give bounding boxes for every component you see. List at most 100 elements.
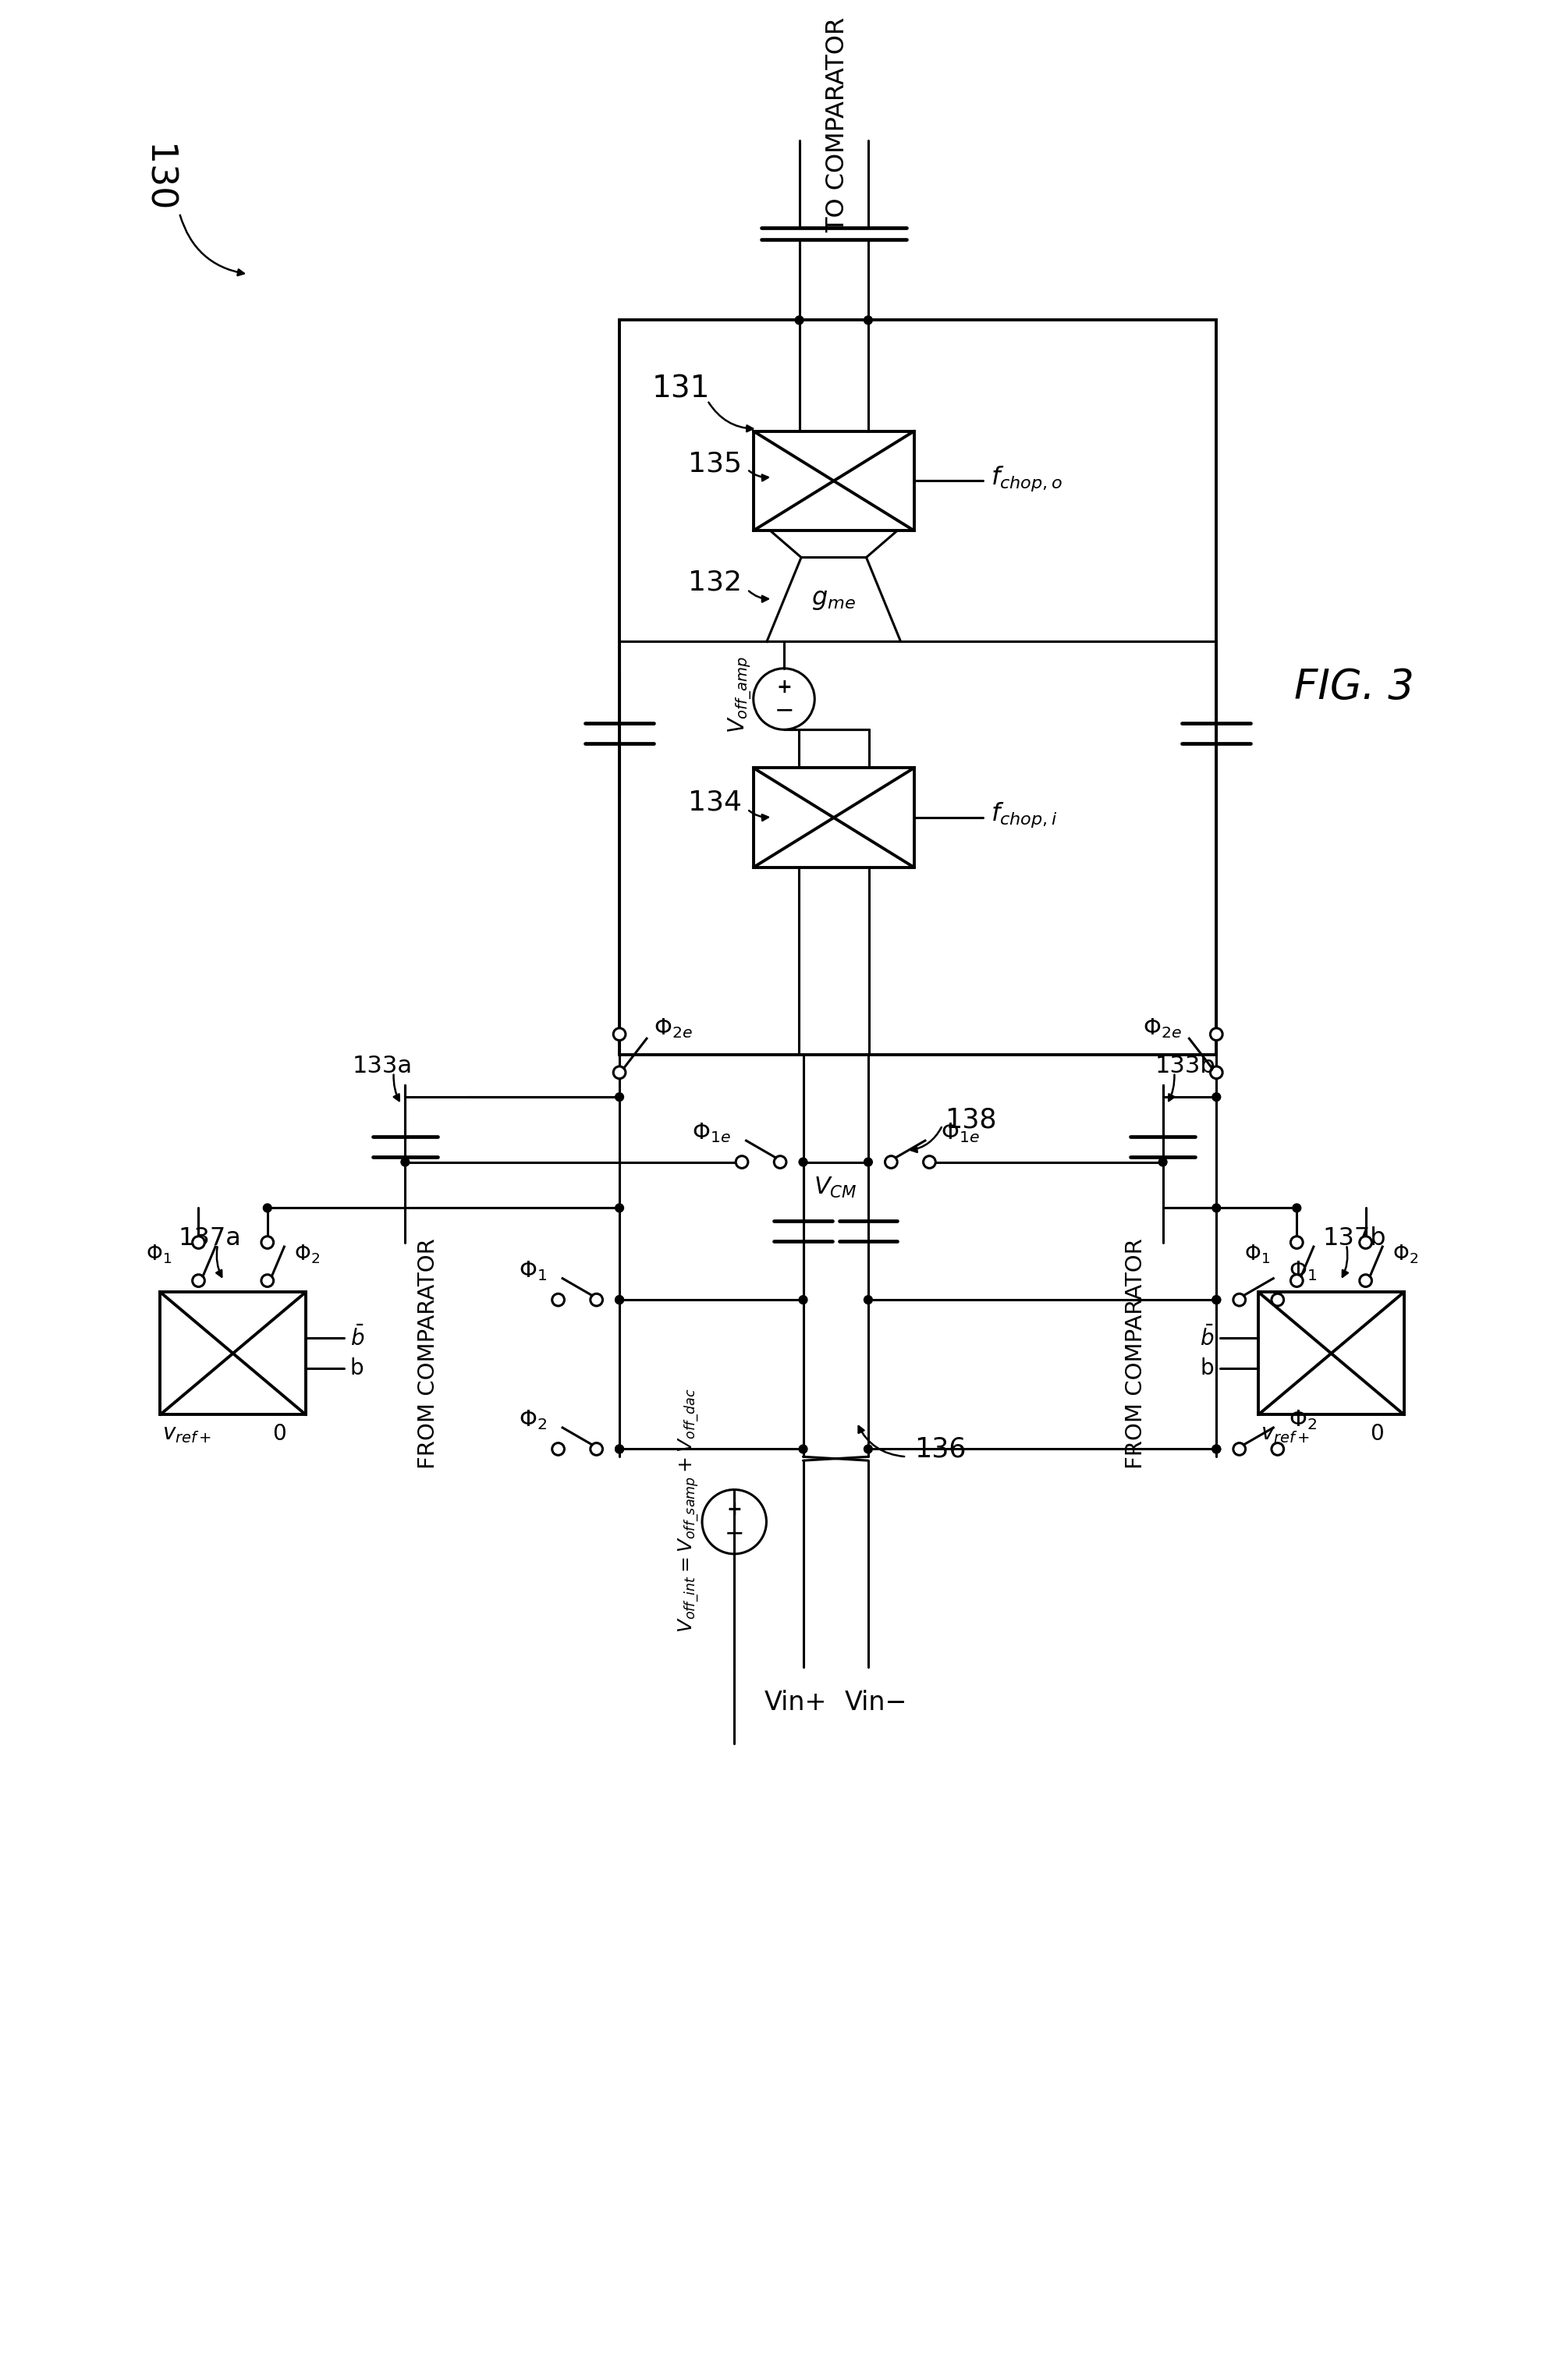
Circle shape: [1159, 1157, 1167, 1166]
Bar: [619, 320, 1217, 1055]
Text: 133b: 133b: [1156, 1055, 1217, 1077]
Circle shape: [1234, 1442, 1245, 1456]
Text: TO COMPARATOR: TO COMPARATOR: [825, 16, 850, 233]
Circle shape: [1210, 1027, 1223, 1041]
Text: $\Phi_{1}$: $\Phi_{1}$: [519, 1258, 547, 1282]
Text: 134: 134: [688, 789, 742, 815]
Text: $\Phi_{2e}$: $\Phi_{2e}$: [1143, 1015, 1182, 1039]
Text: 130: 130: [140, 144, 174, 212]
Text: −: −: [724, 1522, 745, 1546]
Circle shape: [591, 1293, 602, 1305]
FancyArrowPatch shape: [1168, 1074, 1174, 1100]
FancyArrowPatch shape: [911, 1126, 941, 1152]
Text: Vin−: Vin−: [845, 1689, 908, 1715]
Circle shape: [1234, 1293, 1245, 1305]
Text: 135: 135: [688, 450, 742, 478]
Text: $f_{chop,i}$: $f_{chop,i}$: [991, 801, 1057, 829]
Circle shape: [800, 1296, 808, 1303]
Circle shape: [613, 1027, 626, 1041]
Text: 137a: 137a: [179, 1227, 241, 1251]
Circle shape: [735, 1157, 748, 1169]
Text: +: +: [776, 679, 792, 697]
FancyArrowPatch shape: [750, 591, 768, 601]
FancyArrowPatch shape: [1342, 1246, 1348, 1277]
Text: −: −: [775, 700, 793, 721]
FancyArrowPatch shape: [216, 1246, 221, 1277]
Circle shape: [552, 1293, 564, 1305]
Bar: [753, 768, 914, 867]
Text: $\Phi_{2}$: $\Phi_{2}$: [295, 1242, 320, 1265]
Circle shape: [1290, 1237, 1303, 1249]
Text: $\Phi_{2}$: $\Phi_{2}$: [519, 1409, 547, 1432]
Circle shape: [591, 1442, 602, 1456]
Text: FROM COMPARATOR: FROM COMPARATOR: [1126, 1237, 1146, 1468]
Circle shape: [1212, 1296, 1220, 1303]
Circle shape: [702, 1489, 767, 1555]
Circle shape: [1212, 1444, 1220, 1454]
FancyArrowPatch shape: [180, 214, 245, 276]
Circle shape: [615, 1204, 624, 1213]
FancyArrowPatch shape: [394, 1074, 400, 1100]
Circle shape: [1212, 1296, 1220, 1303]
Circle shape: [884, 1157, 897, 1169]
Text: Vin+: Vin+: [764, 1689, 826, 1715]
Text: $\Phi_{1e}$: $\Phi_{1e}$: [941, 1121, 980, 1145]
Text: +: +: [726, 1501, 742, 1520]
Text: $\Phi_{1}$: $\Phi_{1}$: [1245, 1242, 1270, 1265]
Circle shape: [262, 1275, 273, 1286]
Text: $f_{chop,o}$: $f_{chop,o}$: [991, 464, 1062, 492]
Circle shape: [615, 1296, 624, 1303]
Circle shape: [1272, 1293, 1284, 1305]
Bar: [1259, 1291, 1403, 1414]
FancyArrowPatch shape: [859, 1425, 905, 1456]
Circle shape: [615, 1296, 624, 1303]
Circle shape: [775, 1157, 786, 1169]
Circle shape: [1359, 1275, 1372, 1286]
Text: 137b: 137b: [1322, 1227, 1386, 1251]
FancyArrowPatch shape: [750, 810, 768, 820]
Circle shape: [864, 1444, 872, 1454]
Text: $\Phi_{1}$: $\Phi_{1}$: [146, 1242, 172, 1265]
Bar: [160, 1291, 306, 1414]
Text: $V_{off\_int}=V_{off\_samp}+V_{off\_dac}$: $V_{off\_int}=V_{off\_samp}+V_{off\_dac}…: [676, 1388, 701, 1633]
Text: $\Phi_{2}$: $\Phi_{2}$: [1289, 1409, 1317, 1432]
Text: $\Phi_{2}$: $\Phi_{2}$: [1392, 1242, 1417, 1265]
Text: $V_{CM}$: $V_{CM}$: [814, 1176, 858, 1199]
Circle shape: [753, 669, 815, 730]
Text: 133a: 133a: [353, 1055, 412, 1077]
Text: $v_{ref+}$: $v_{ref+}$: [163, 1423, 212, 1444]
Text: 0: 0: [1370, 1423, 1385, 1444]
Circle shape: [1290, 1275, 1303, 1286]
Circle shape: [552, 1442, 564, 1456]
FancyArrowPatch shape: [709, 403, 753, 431]
Circle shape: [1292, 1204, 1301, 1213]
Text: $\Phi_{1}$: $\Phi_{1}$: [1289, 1258, 1317, 1282]
Text: $v_{ref+}$: $v_{ref+}$: [1261, 1423, 1309, 1444]
Text: 0: 0: [271, 1423, 285, 1444]
Circle shape: [1272, 1442, 1284, 1456]
Text: $\Phi_{2e}$: $\Phi_{2e}$: [654, 1015, 693, 1039]
Circle shape: [613, 1067, 626, 1079]
Circle shape: [864, 316, 872, 325]
Text: b: b: [350, 1357, 364, 1381]
Text: $V_{off\_amp}$: $V_{off\_amp}$: [726, 657, 753, 733]
Circle shape: [401, 1157, 409, 1166]
Circle shape: [864, 1296, 872, 1303]
Text: FIG. 3: FIG. 3: [1294, 667, 1414, 707]
Circle shape: [864, 1157, 872, 1166]
Text: $\Phi_{1e}$: $\Phi_{1e}$: [691, 1121, 731, 1145]
Circle shape: [800, 1157, 808, 1166]
Text: 136: 136: [914, 1435, 966, 1463]
Circle shape: [1210, 1067, 1223, 1079]
Text: 132: 132: [688, 570, 742, 596]
Circle shape: [262, 1237, 273, 1249]
Circle shape: [615, 1444, 624, 1454]
Circle shape: [1212, 1204, 1220, 1213]
Text: $\bar{b}$: $\bar{b}$: [1200, 1326, 1214, 1350]
Circle shape: [1212, 1444, 1220, 1454]
Text: 131: 131: [652, 375, 710, 403]
Text: b: b: [1201, 1357, 1214, 1381]
Circle shape: [1212, 1093, 1220, 1100]
Text: $g_{me}$: $g_{me}$: [812, 587, 856, 613]
Circle shape: [615, 1444, 624, 1454]
